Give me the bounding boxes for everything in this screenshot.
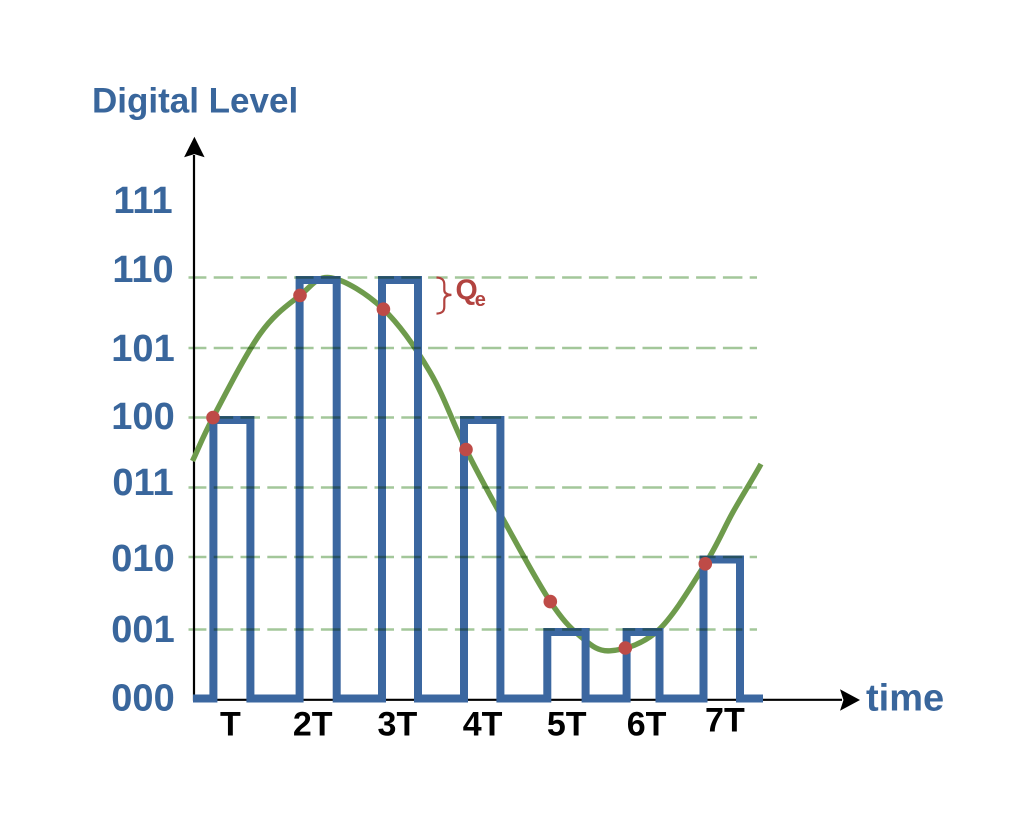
svg-text:7T: 7T (705, 702, 745, 740)
svg-text:Q: Q (456, 274, 478, 306)
svg-text:e: e (475, 289, 486, 311)
svg-text:111: 111 (113, 180, 172, 222)
svg-text:6T: 6T (627, 706, 667, 744)
svg-text:100: 100 (111, 396, 174, 438)
svg-text:3T: 3T (378, 706, 418, 744)
svg-text:010: 010 (111, 538, 174, 580)
svg-text:110: 110 (112, 249, 173, 291)
svg-text:2T: 2T (293, 706, 333, 744)
svg-text:Digital Level: Digital Level (92, 82, 298, 121)
svg-text:000: 000 (111, 678, 174, 720)
svg-text:4T: 4T (463, 706, 503, 744)
svg-text:011: 011 (112, 462, 173, 504)
svg-text:101: 101 (111, 328, 174, 370)
svg-text:time: time (866, 678, 944, 720)
svg-text:T: T (220, 706, 241, 744)
svg-text:001: 001 (111, 609, 174, 651)
svg-text:5T: 5T (547, 706, 587, 744)
